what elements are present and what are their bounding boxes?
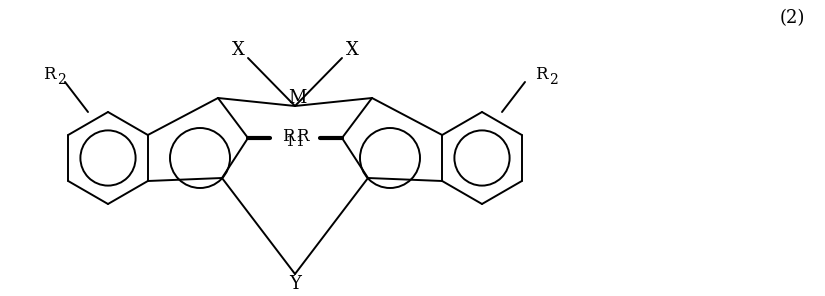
Text: (2): (2) [780, 9, 804, 27]
Text: X: X [232, 41, 244, 59]
Text: 1: 1 [295, 135, 304, 149]
Text: M: M [288, 89, 306, 107]
Text: 1: 1 [285, 135, 295, 149]
Text: Y: Y [289, 275, 301, 293]
Text: R: R [43, 65, 55, 83]
Text: 2: 2 [57, 73, 65, 87]
Text: 2: 2 [549, 73, 558, 87]
Text: X: X [346, 41, 358, 59]
Text: R: R [295, 128, 309, 144]
Text: R: R [535, 65, 547, 83]
Text: R: R [282, 128, 295, 144]
